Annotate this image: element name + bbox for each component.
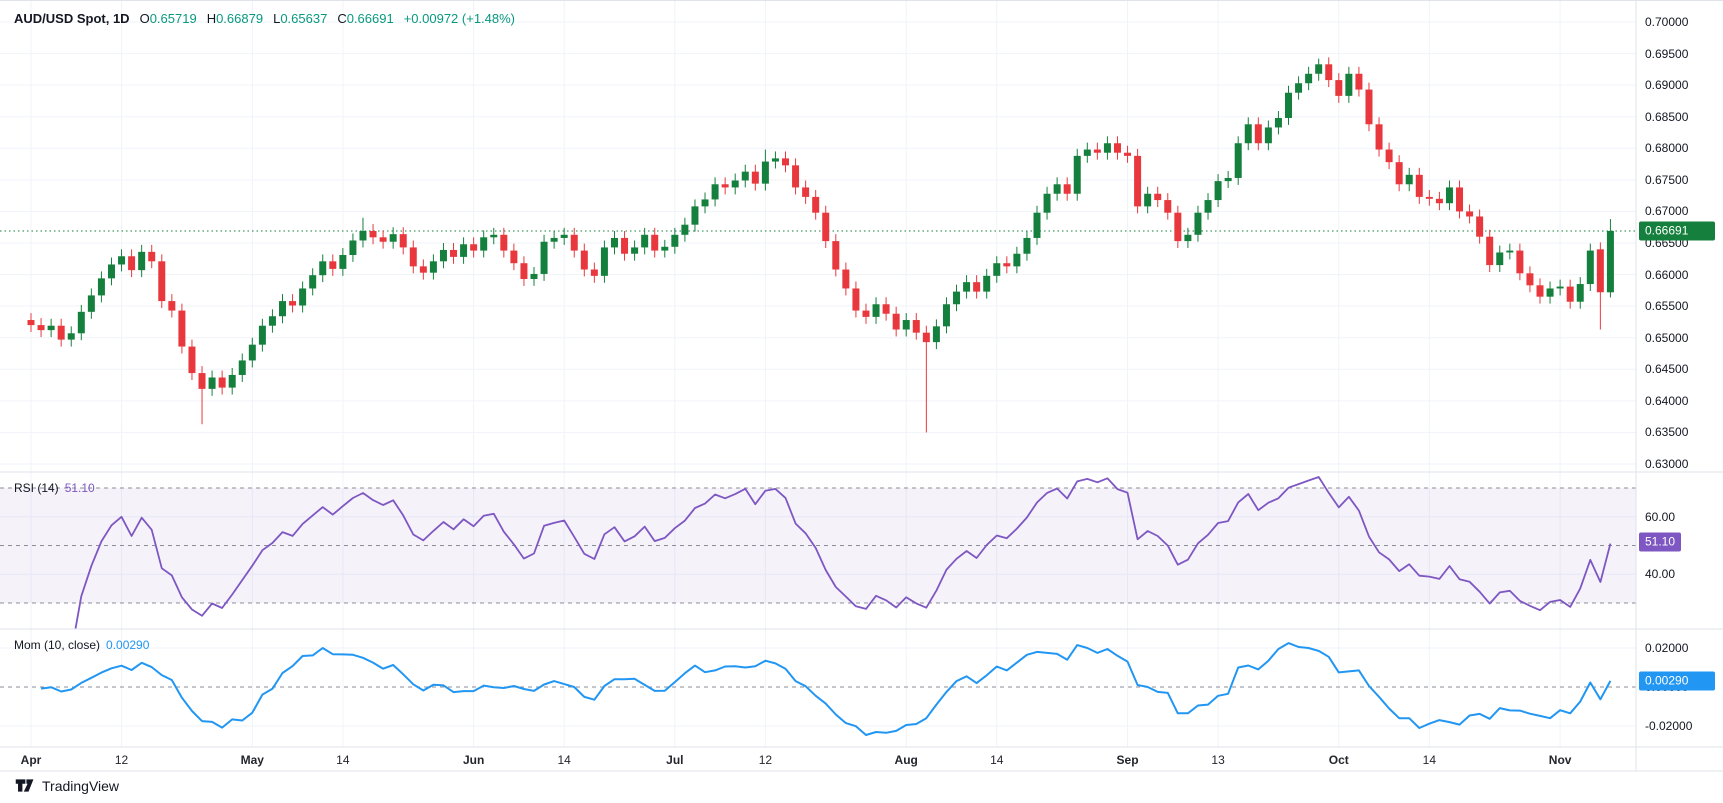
- rsi-axis-label: 40.00: [1645, 567, 1676, 582]
- time-axis-label: Nov: [1548, 753, 1572, 767]
- rsi-legend[interactable]: RSI (14) 51.10: [14, 481, 95, 495]
- current-price-badge: 0.66691: [1639, 221, 1715, 241]
- price-axis-label: 0.68000: [1645, 141, 1689, 156]
- rsi-axis-label: 60.00: [1645, 509, 1676, 524]
- time-axis-label: 13: [1211, 753, 1225, 767]
- time-axis-label: Sep: [1116, 753, 1139, 767]
- price-axis-label: 0.63000: [1645, 457, 1689, 471]
- price-axis-label: 0.69500: [1645, 46, 1689, 61]
- time-axis-label: 14: [336, 753, 350, 767]
- close-value: C0.66691: [337, 11, 394, 26]
- mom-legend[interactable]: Mom (10, close) 0.00290: [14, 638, 149, 652]
- tradingview-logo-icon: [15, 779, 34, 792]
- time-axis-label: 12: [758, 753, 773, 767]
- price-axis-label: 0.65000: [1645, 330, 1689, 345]
- price-axis-label: 0.67500: [1645, 172, 1689, 187]
- time-axis-label: 14: [990, 753, 1004, 767]
- time-axis-label: Jun: [462, 753, 485, 767]
- time-axis-label: Jul: [666, 753, 684, 767]
- price-axis-label: 0.64500: [1645, 362, 1689, 377]
- rsi-title: RSI (14): [14, 481, 59, 495]
- price-axis-label: 0.66000: [1645, 267, 1689, 282]
- mom-current-value: 0.00290: [106, 638, 150, 652]
- price-axis-label: 0.63500: [1645, 425, 1689, 440]
- time-axis-label: 14: [557, 753, 571, 767]
- tradingview-brand-text: TradingView: [42, 777, 120, 794]
- change-value: +0.00972 (+1.48%): [403, 11, 516, 26]
- tradingview-logo-link[interactable]: TradingView: [14, 775, 119, 796]
- time-axis-label: Apr: [20, 753, 42, 767]
- mom-axis-label: 0.02000: [1645, 641, 1689, 655]
- symbol-title: AUD/USD Spot, 1D: [14, 11, 130, 26]
- time-axis-label: 14: [1422, 753, 1437, 767]
- time-axis-label: Oct: [1328, 753, 1349, 767]
- symbol-legend[interactable]: AUD/USD Spot, 1D O0.65719 H0.66879 L0.65…: [14, 11, 515, 26]
- high-value: H0.66879: [206, 11, 264, 26]
- rsi-value-badge: 51.10: [1639, 532, 1682, 552]
- mom-title: Mom (10, close): [14, 638, 101, 652]
- time-axis-label: 12: [114, 753, 129, 767]
- price-axis-label: 0.65500: [1645, 299, 1689, 314]
- mom-value-badge: 0.00290: [1639, 671, 1715, 691]
- open-value: O0.65719: [139, 11, 197, 26]
- mom-axis-label: -0.02000: [1645, 719, 1693, 733]
- price-axis-label: 0.68500: [1645, 109, 1689, 124]
- price-axis-label: 0.64000: [1645, 393, 1689, 408]
- rsi-current-value: 51.10: [64, 481, 95, 495]
- low-value: L0.65637: [273, 11, 328, 26]
- time-axis-label: May: [240, 753, 264, 767]
- price-axis-label: 0.70000: [1645, 15, 1689, 29]
- price-axis-label: 0.69000: [1645, 78, 1689, 93]
- price-axis-label: 0.67000: [1645, 204, 1689, 219]
- time-axis-label: Aug: [894, 753, 918, 767]
